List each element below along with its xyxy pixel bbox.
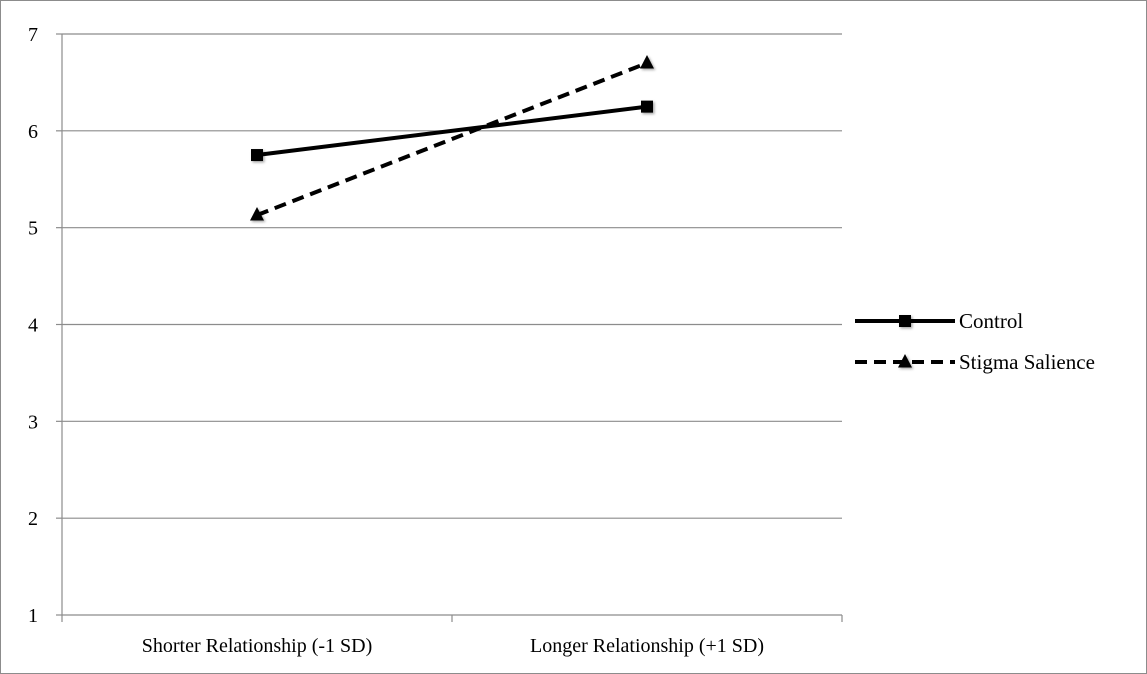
data-point-marker xyxy=(251,149,263,162)
gridlines xyxy=(62,33,842,519)
legend-marker xyxy=(899,315,911,327)
series xyxy=(250,54,654,221)
legend-item-stigma-salience: Stigma Salience xyxy=(855,350,1095,374)
y-tick-label: 4 xyxy=(28,315,38,337)
data-point-marker xyxy=(641,100,653,113)
y-tick-label: 1 xyxy=(28,605,38,627)
series-stigma-salience xyxy=(250,54,654,221)
axes: 1 2 3 4 5 6 7 Shorter Relationship (-1 SD) Longe… xyxy=(28,24,843,657)
series-line xyxy=(256,104,648,158)
y-tick-label: 2 xyxy=(28,508,38,530)
legend-label: Control xyxy=(959,309,1023,333)
legend: Control Stigma Salience xyxy=(855,309,1095,374)
data-point-marker xyxy=(250,207,264,221)
data-point-marker xyxy=(640,54,654,69)
y-tick-label: 7 xyxy=(28,24,38,46)
y-tick-label: 5 xyxy=(28,218,38,240)
legend-marker xyxy=(898,353,912,368)
y-tick-label: 3 xyxy=(28,411,38,433)
legend-item-control: Control xyxy=(855,309,1023,333)
series-control xyxy=(251,100,653,162)
series-line xyxy=(256,61,648,217)
x-tick-label: Shorter Relationship (-1 SD) xyxy=(142,635,373,657)
legend-label: Stigma Salience xyxy=(959,350,1095,374)
x-tick-label: Longer Relationship (+1 SD) xyxy=(530,635,764,657)
y-tick-label: 6 xyxy=(28,121,38,143)
